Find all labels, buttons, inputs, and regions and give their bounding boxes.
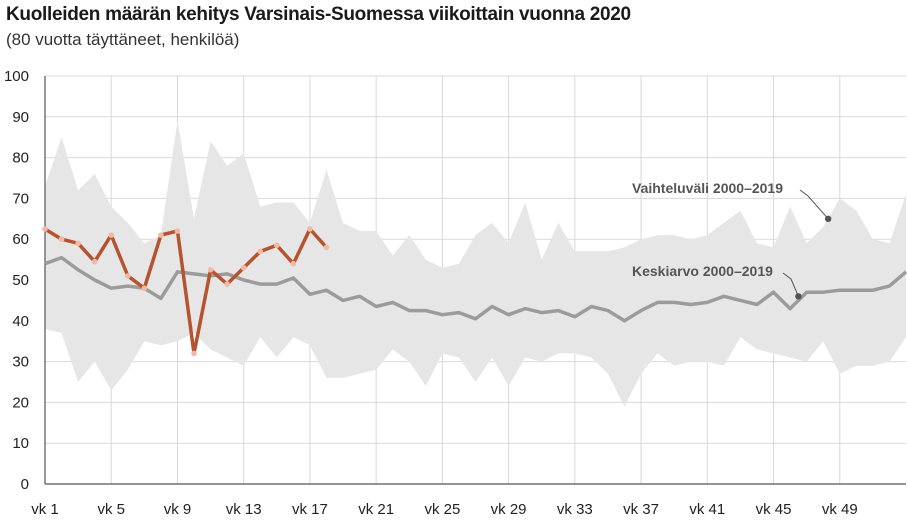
series-2020-line [44, 227, 328, 356]
y-tick-label: 50 [12, 272, 29, 289]
x-tick-label: vk 9 [164, 501, 192, 518]
series-2020-point [224, 281, 230, 287]
y2020-layer [42, 226, 330, 357]
y-tick-label: 30 [12, 354, 29, 371]
series-2020-point [124, 273, 131, 279]
chart-title: Kuolleiden määrän kehitys Varsinais-Suom… [6, 4, 631, 25]
series-2020-point [75, 240, 81, 247]
y-tick-label: 60 [12, 231, 29, 248]
x-tick-label: vk 33 [557, 501, 593, 518]
y-tick-label: 10 [12, 435, 29, 452]
series-2020-point [174, 228, 181, 234]
series-2020-point [290, 260, 297, 267]
series-2020-point [58, 236, 65, 242]
x-tick-label: vk 49 [822, 501, 858, 518]
series-2020-point [158, 232, 164, 238]
x-tick-label: vk 29 [491, 501, 527, 518]
y-tick-label: 40 [12, 313, 29, 330]
series-2020-point [141, 285, 148, 291]
range-band [45, 120, 906, 407]
annotation-layer: Vaihteluväli 2000–2019 Keskiarvo 2000–201… [632, 180, 832, 300]
chart-subtitle: (80 vuotta täyttäneet, henkilöä) [6, 30, 240, 49]
series-2020-point [191, 350, 197, 357]
range-layer [45, 120, 906, 407]
series-2020-point [307, 226, 313, 232]
x-tick-label: vk 17 [292, 501, 328, 518]
x-tick-label: vk 1 [31, 501, 59, 518]
mean-line [44, 255, 908, 323]
series-2020-point [323, 244, 330, 251]
y-tick-label: 80 [12, 150, 29, 167]
annotation-leader [782, 272, 799, 297]
x-tick-label: vk 41 [689, 501, 725, 518]
y-tick-label: 20 [12, 394, 29, 411]
series-2020-point [108, 232, 115, 238]
annotation-label: Keskiarvo 2000–2019 [632, 263, 773, 279]
x-tick-label: vk 5 [97, 501, 125, 518]
mean-layer [44, 255, 908, 323]
annotation-dot [824, 215, 832, 222]
series-2020-point [91, 258, 98, 265]
x-tick-label: vk 45 [756, 501, 792, 518]
series-2020-point [274, 242, 280, 249]
annotation-leader [799, 189, 829, 220]
y-tick-label: 70 [12, 190, 29, 207]
axis-layer: 0 10 20 30 40 50 60 70 80 90 100 vk 1 vk 5 vk 9 vk 13 v… [4, 68, 906, 518]
y-tick-label: 0 [21, 476, 29, 493]
y-tick-label: 90 [12, 109, 29, 126]
annotation-dot [795, 293, 802, 300]
x-tick-label: vk 21 [358, 501, 394, 518]
annotation-label: Vaihteluväli 2000–2019 [632, 180, 783, 196]
x-tick-label: vk 13 [226, 501, 262, 518]
series-2020-point [42, 226, 48, 232]
x-tick-label: vk 25 [424, 501, 460, 518]
y-tick-label: 100 [4, 68, 29, 85]
x-tick-label: vk 37 [623, 501, 659, 518]
series-2020-point [257, 248, 264, 255]
series-2020-point [207, 267, 214, 273]
series-2020-point [240, 264, 247, 271]
